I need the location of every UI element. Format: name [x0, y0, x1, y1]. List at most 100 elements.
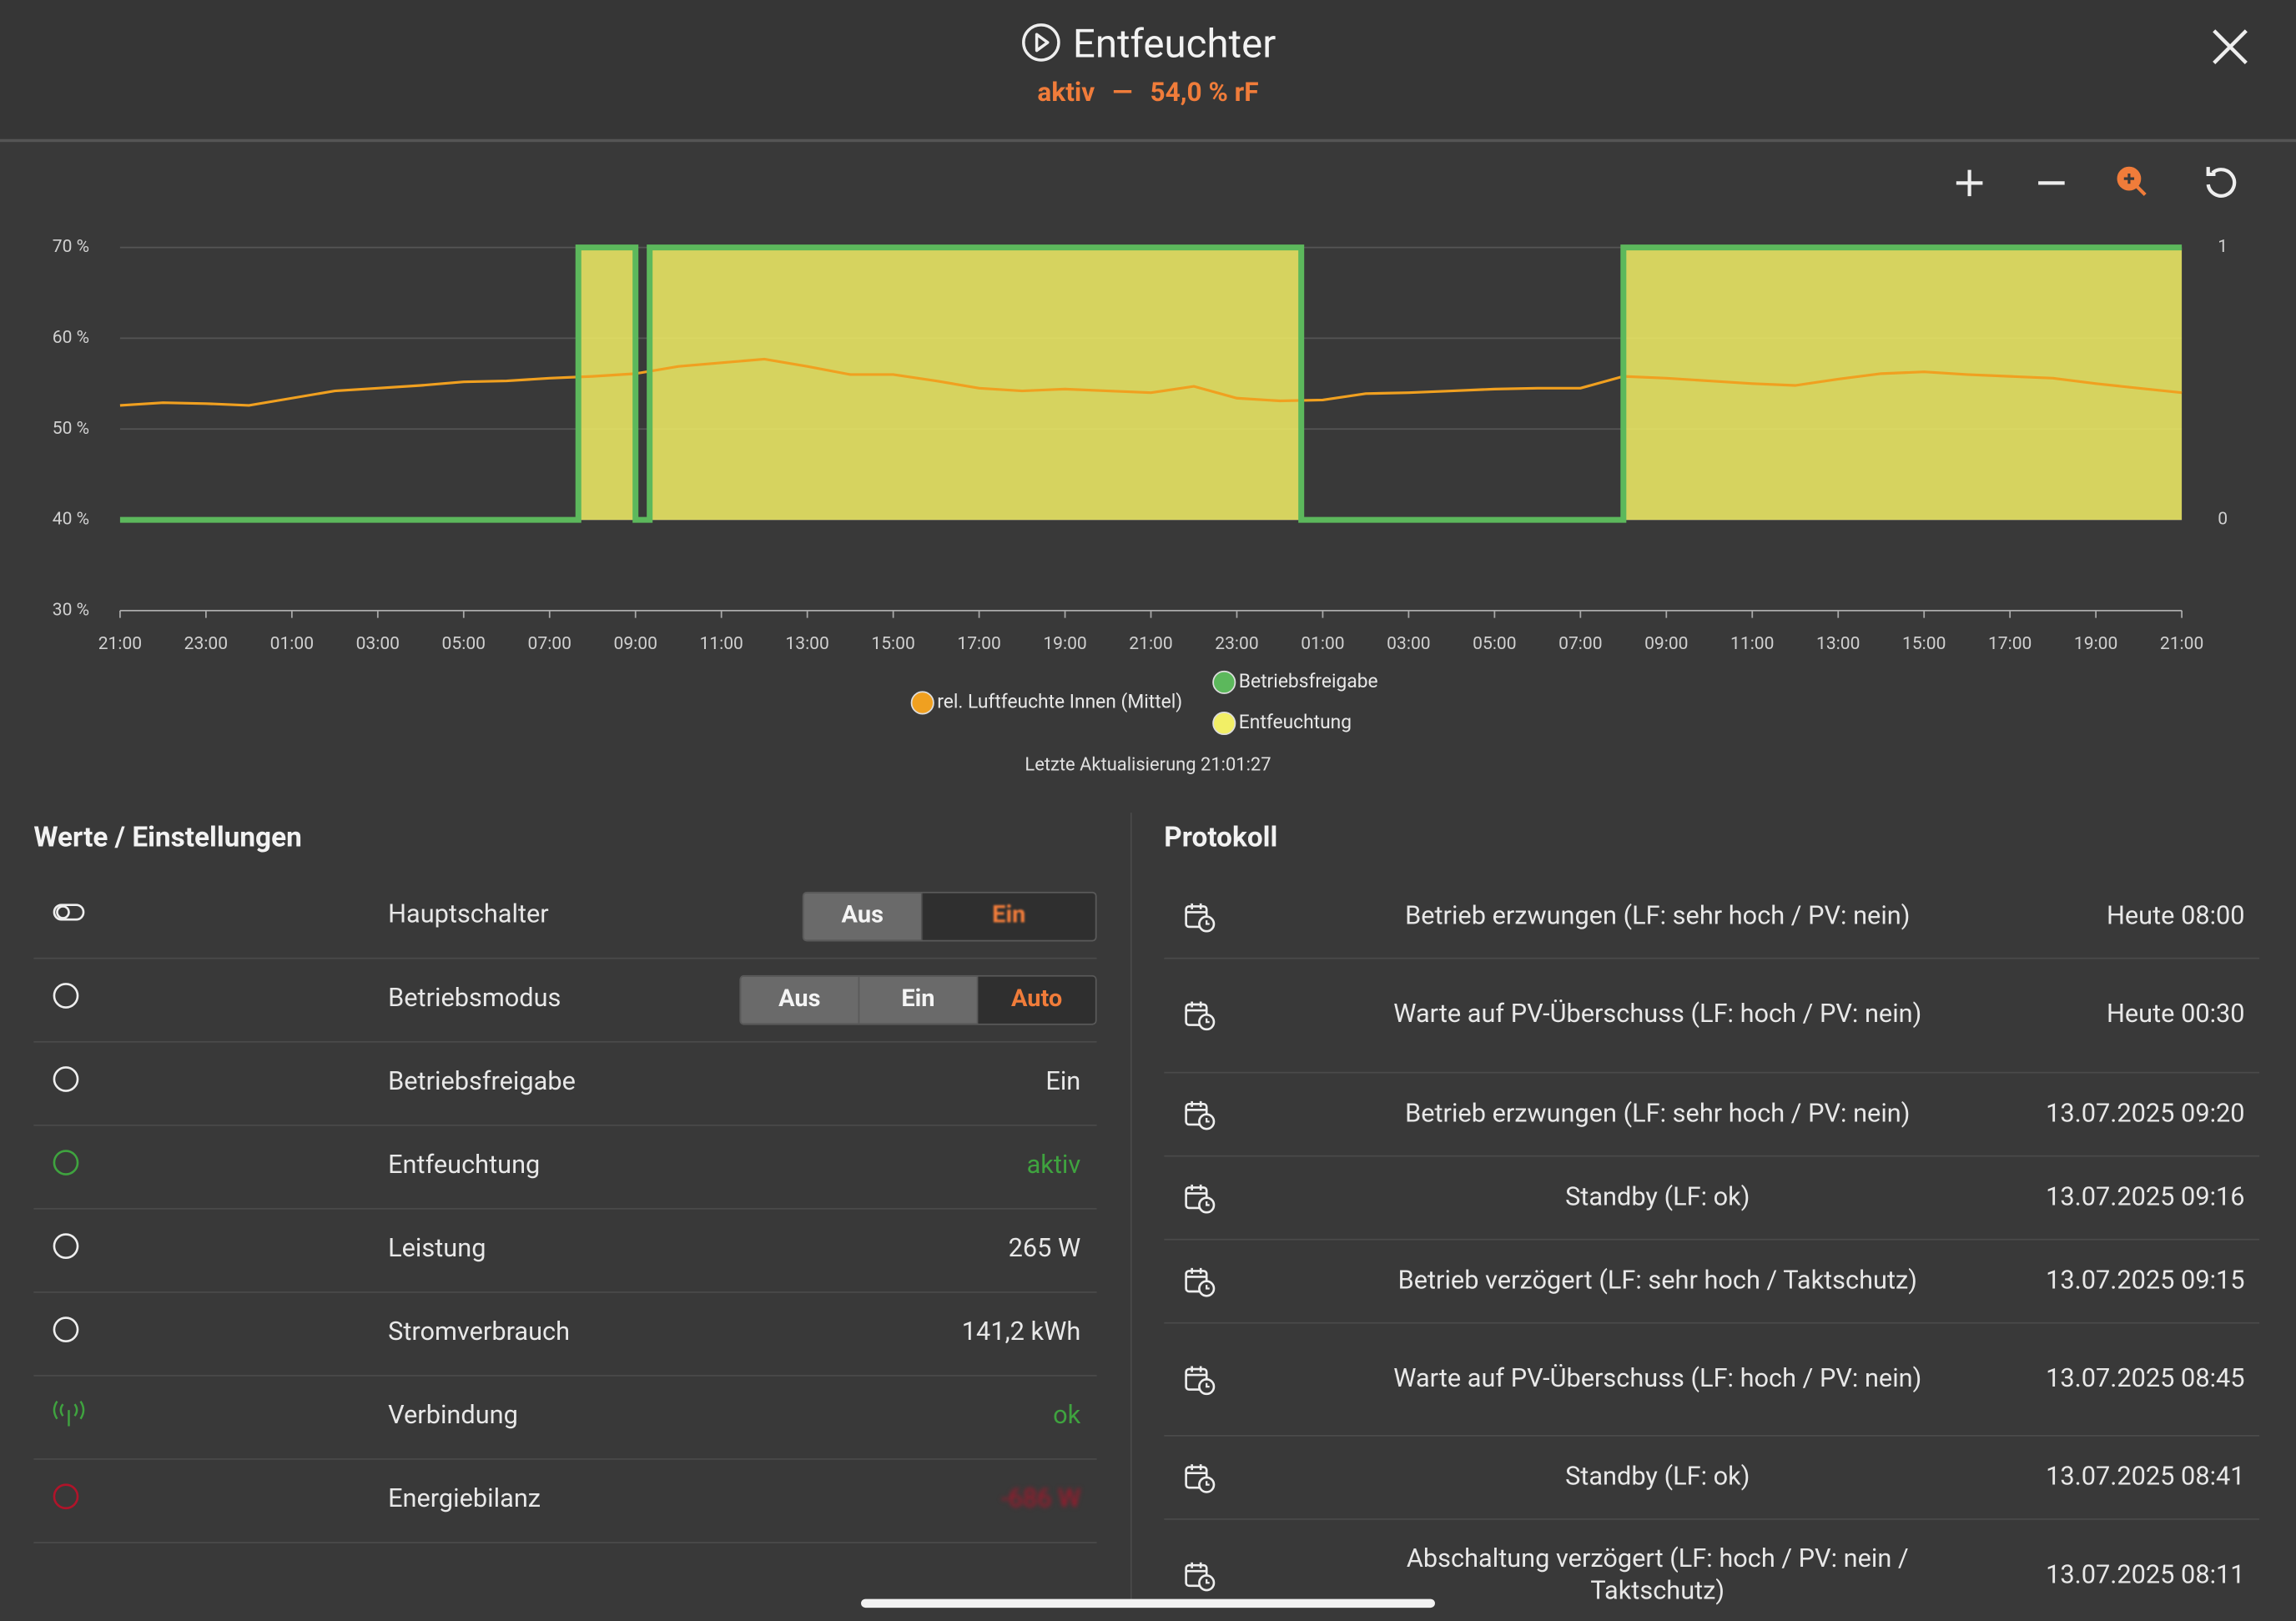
icon	[51, 981, 80, 1018]
play-icon[interactable]	[1020, 22, 1061, 63]
entry-time: 13.07.2025 08:45	[2046, 1363, 2245, 1393]
entry-text: Warte auf PV-Überschuss (LF: hoch / PV: …	[1393, 1363, 1922, 1393]
entry-text: Standby (LF: ok)	[1565, 1182, 1750, 1212]
entry-time: Heute 00:30	[2106, 999, 2245, 1029]
value: Ein	[1045, 1067, 1081, 1097]
reset-button[interactable]	[2206, 167, 2237, 198]
icon	[1181, 1558, 1216, 1600]
x-tick-label: 09:00	[614, 633, 657, 654]
value: 141,2 kWh	[961, 1317, 1081, 1347]
icon	[1181, 1180, 1216, 1222]
segmented-control[interactable]: Aus Ein Auto	[739, 974, 1097, 1025]
icon	[1181, 1361, 1216, 1403]
calendar-icon	[1185, 903, 1216, 932]
x-tick-label: 01:00	[270, 633, 314, 654]
option[interactable]: Ein	[859, 976, 979, 1024]
chart: Letzte Aktualisierung 21:01:27 30 % 40 % 5…	[53, 166, 2237, 776]
x-tick-label: 21:00	[2160, 633, 2203, 654]
option[interactable]: Auto	[978, 976, 1095, 1024]
icon	[51, 1148, 80, 1185]
legend-label: rel. Luftfeuchte Innen (Mittel)	[937, 690, 1182, 712]
entry-text: Betrieb verzögert (LF: sehr hoch / Takts…	[1397, 1266, 1917, 1296]
title-text: Entfeuchter	[1072, 20, 1276, 68]
calendar-icon	[1185, 1001, 1216, 1031]
row-icon	[53, 983, 79, 1009]
entry-time: 13.07.2025 09:15	[2046, 1266, 2245, 1296]
legend-marker	[1212, 670, 1236, 694]
log-row: Abschaltung verzögert (LF: hoch / PV: ne…	[1164, 1518, 2259, 1621]
value: 265 W	[1008, 1234, 1081, 1264]
calendar-icon	[1185, 1562, 1216, 1592]
humidity-line	[119, 357, 2183, 407]
settings-row: Verbindung ok	[33, 1375, 1097, 1460]
x-tick-label: 15:00	[1902, 633, 1946, 654]
icon	[51, 1231, 80, 1268]
x-tick-label: 21:00	[1129, 633, 1172, 654]
log-title: Protokoll	[1164, 819, 1278, 854]
entry-time: 13.07.2025 08:41	[2046, 1462, 2245, 1492]
icon	[1181, 899, 1216, 941]
label: Entfeuchtung	[388, 1150, 541, 1181]
legend-label: Betriebsfreigabe	[1239, 670, 1378, 692]
antenna-icon	[53, 1400, 85, 1427]
option[interactable]: Aus	[803, 893, 923, 940]
close-button[interactable]	[2208, 25, 2253, 69]
option[interactable]: Ein	[922, 893, 1095, 940]
calendar-icon	[1185, 1183, 1216, 1213]
y-tick-label: 70 %	[53, 236, 89, 257]
entry-text: Betrieb erzwungen (LF: sehr hoch / PV: n…	[1405, 901, 1911, 931]
settings-row: Entfeuchtung aktiv	[33, 1125, 1097, 1210]
toggle-icon	[53, 904, 85, 921]
x-tick-label: 19:00	[2074, 633, 2117, 654]
zoom-select-button[interactable]	[2117, 166, 2147, 196]
x-tick-label: 19:00	[1043, 633, 1086, 654]
x-tick-label: 03:00	[1387, 633, 1430, 654]
last-update: Letzte Aktualisierung 21:01:27	[1025, 755, 1271, 776]
entry-time: 13.07.2025 09:20	[2046, 1099, 2245, 1129]
calendar-icon	[1185, 1100, 1216, 1130]
x-tick-label: 11:00	[699, 633, 743, 654]
legend-marker	[1212, 711, 1236, 736]
segmented-control[interactable]: Aus Ein	[802, 891, 1097, 942]
y-tick-label: 60 %	[53, 327, 89, 348]
icon	[1181, 1459, 1216, 1502]
settings-title: Werte / Einstellungen	[33, 819, 302, 854]
header: Entfeuchter aktiv — 54,0 % rF	[0, 0, 2296, 143]
subtitle: aktiv — 54,0 % rF	[0, 78, 2296, 108]
entry-time: Heute 08:00	[2106, 901, 2245, 931]
title: Entfeuchter	[0, 21, 2296, 68]
x-tick-label: 05:00	[442, 633, 486, 654]
x-tick-label: 23:00	[184, 633, 228, 654]
icon	[51, 898, 86, 934]
settings-row: Leistung 265 W	[33, 1208, 1097, 1293]
y-tick-label: 30 %	[53, 599, 89, 620]
x-tick-label: 05:00	[1473, 633, 1516, 654]
x-tick-label: 03:00	[356, 633, 400, 654]
icon	[1181, 1096, 1216, 1139]
settings-row: Betriebsmodus Aus Ein Auto	[33, 958, 1097, 1043]
log-row: Warte auf PV-Überschuss (LF: hoch / PV: …	[1164, 1322, 2260, 1437]
x-tick-label: 07:00	[528, 633, 571, 654]
row-icon	[53, 1066, 79, 1092]
toolbar	[1956, 166, 2237, 198]
y-tick-label: 50 %	[53, 418, 89, 439]
entry-time: 13.07.2025 09:16	[2046, 1182, 2245, 1212]
x-tick-label: 21:00	[98, 633, 142, 654]
y-tick-label: 40 %	[53, 509, 89, 530]
zoom-in-button[interactable]	[1956, 169, 1983, 197]
label: Verbindung	[388, 1401, 518, 1431]
log-row: Standby (LF: ok) 13.07.2025 08:41	[1164, 1435, 2260, 1520]
x-tick-label: 13:00	[1816, 633, 1860, 654]
legend-label: Entfeuchtung	[1239, 711, 1352, 733]
settings-row: Stromverbrauch 141,2 kWh	[33, 1291, 1097, 1377]
value: -686 W	[1001, 1484, 1081, 1514]
icon	[1181, 997, 1216, 1040]
y2-tick-label: 0	[2218, 509, 2228, 530]
status: aktiv	[1037, 78, 1095, 108]
row-icon	[53, 1233, 79, 1259]
separator: —	[1112, 78, 1133, 108]
entry-time: 13.07.2025 08:11	[2046, 1560, 2245, 1591]
option[interactable]: Aus	[741, 976, 860, 1024]
